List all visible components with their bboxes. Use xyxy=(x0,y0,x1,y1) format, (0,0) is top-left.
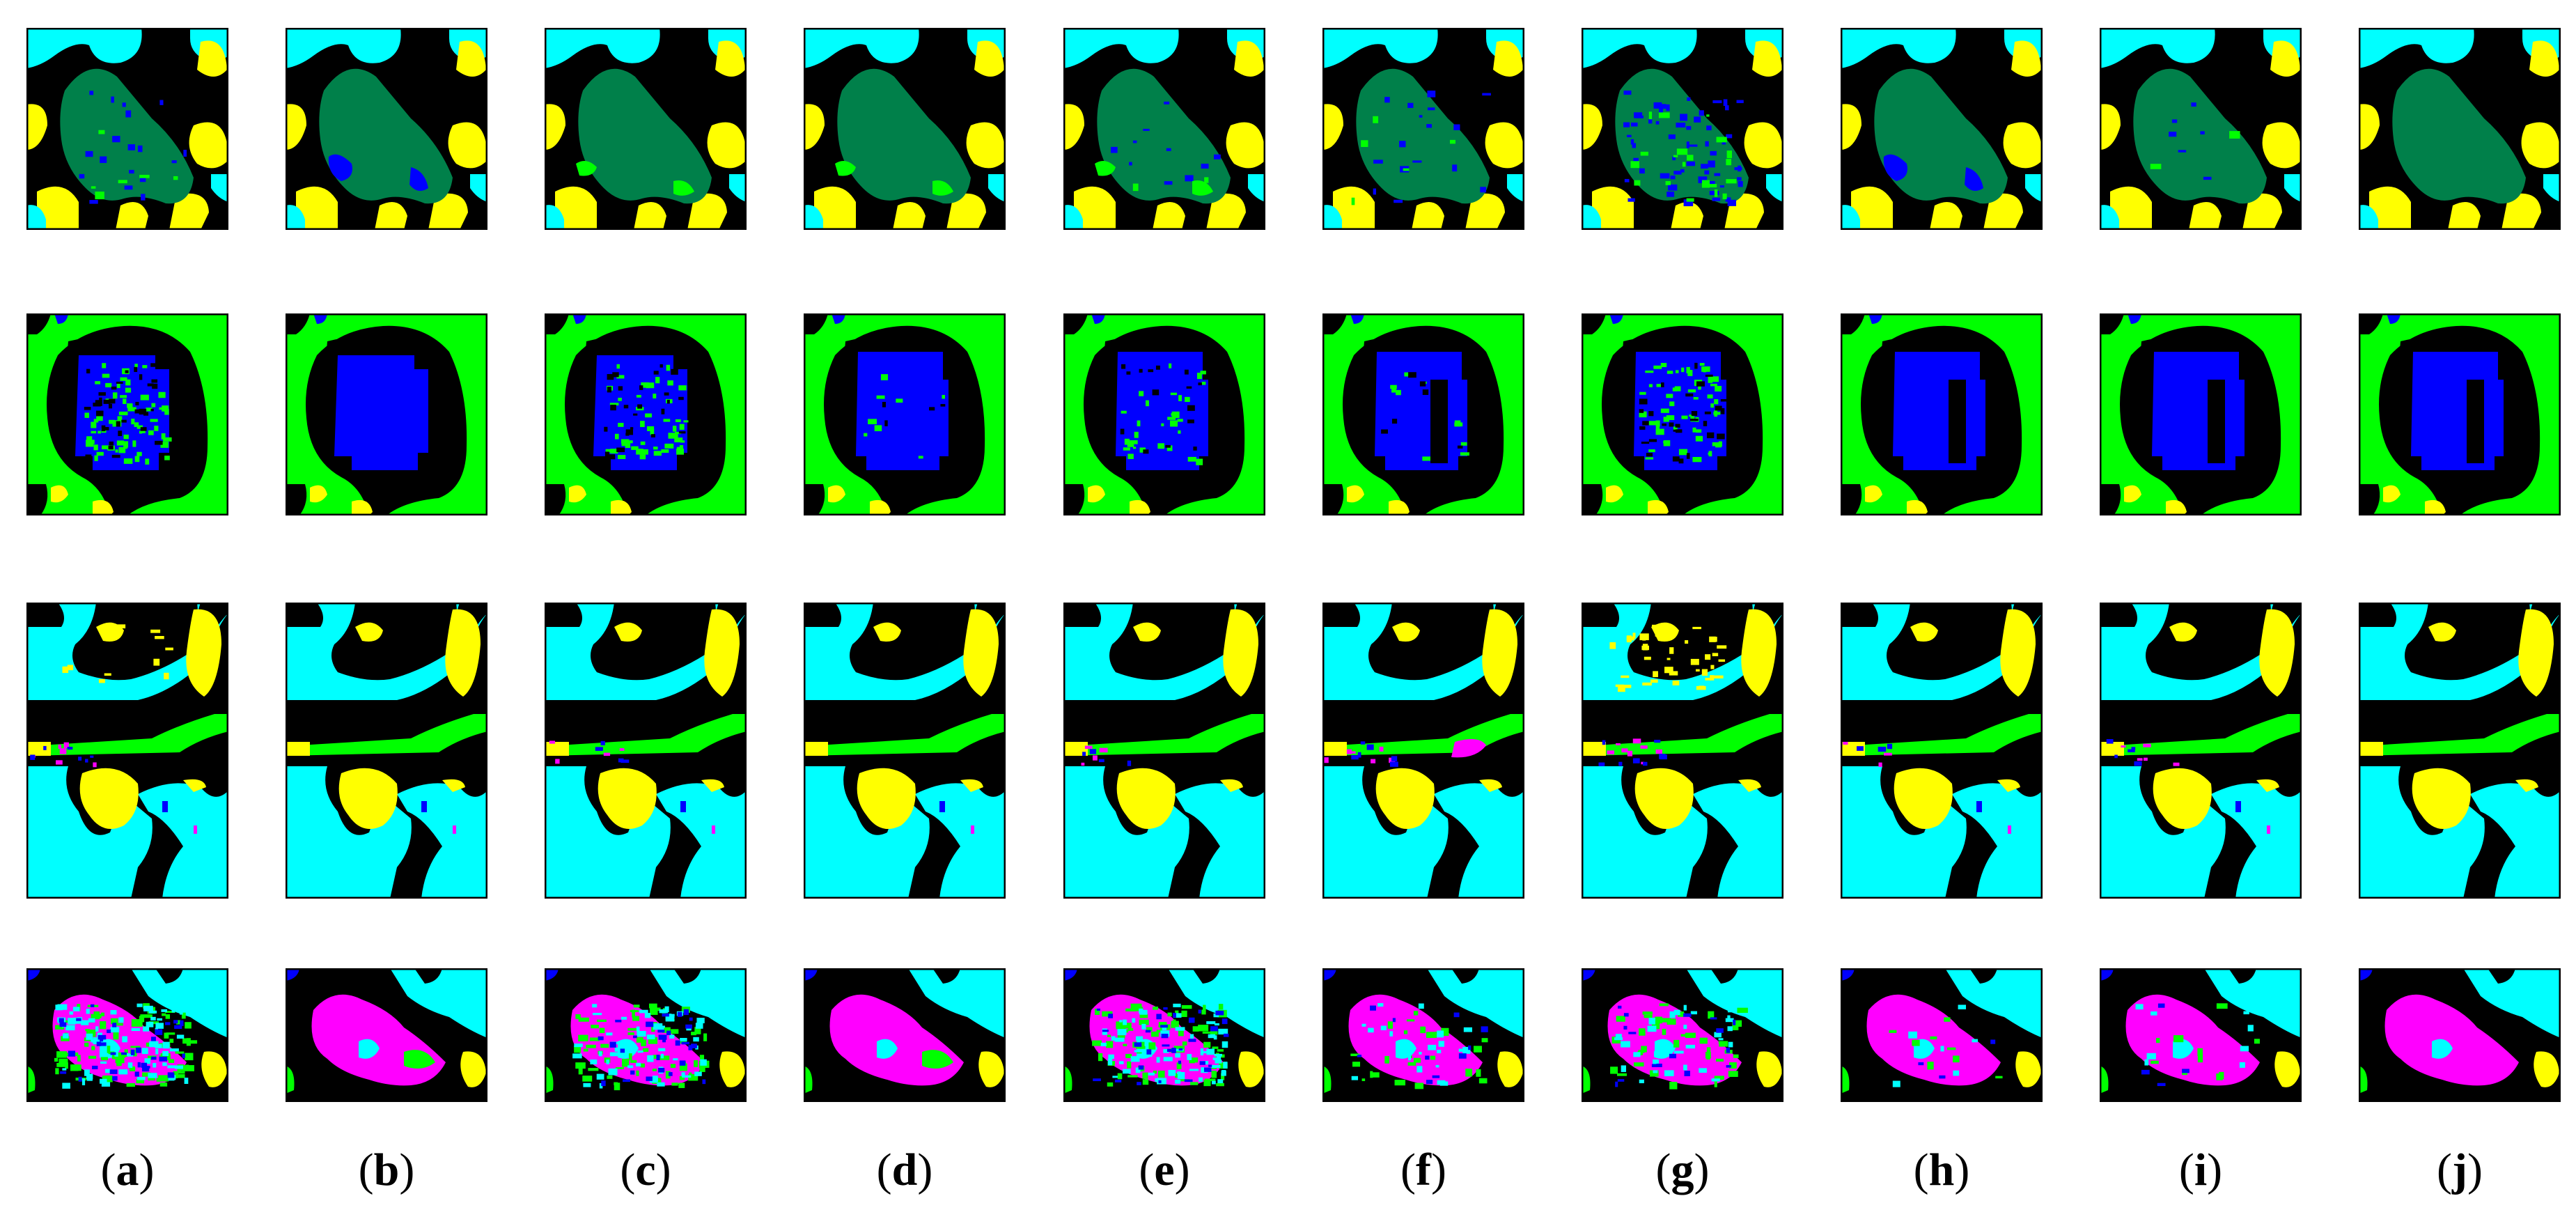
classification-map-scene-3-a xyxy=(26,603,228,899)
classification-map-scene-4-a xyxy=(26,968,228,1102)
classification-map-scene-1-f xyxy=(1322,28,1524,230)
panel-label-b: (b) xyxy=(358,1144,415,1195)
classification-map-scene-3-c xyxy=(545,603,747,899)
panel-label-i: (i) xyxy=(2178,1144,2223,1195)
classification-map-scene-4-i xyxy=(2100,968,2302,1102)
classification-map-scene-1-e xyxy=(1063,28,1265,230)
classification-map-scene-1-g xyxy=(1582,28,1783,230)
classification-map-scene-3-h xyxy=(1841,603,2043,899)
classification-map-scene-3-i xyxy=(2100,603,2302,899)
classification-map-scene-2-f xyxy=(1322,313,1524,515)
classification-map-scene-1-j xyxy=(2359,28,2561,230)
panel-label-a: (a) xyxy=(100,1144,155,1195)
classification-map-scene-1-d xyxy=(804,28,1006,230)
classification-map-scene-2-b xyxy=(286,313,487,515)
classification-map-scene-1-h xyxy=(1841,28,2043,230)
classification-map-scene-4-d xyxy=(804,968,1006,1102)
classification-map-scene-4-f xyxy=(1322,968,1524,1102)
classification-map-scene-3-f xyxy=(1322,603,1524,899)
classification-map-scene-4-c xyxy=(545,968,747,1102)
classification-map-scene-3-d xyxy=(804,603,1006,899)
panel-label-e: (e) xyxy=(1139,1144,1190,1195)
panel-label-g: (g) xyxy=(1655,1144,1710,1195)
classification-map-scene-3-g xyxy=(1582,603,1783,899)
classification-map-scene-4-j xyxy=(2359,968,2561,1102)
classification-map-scene-2-e xyxy=(1063,313,1265,515)
panel-label-j: (j) xyxy=(2437,1144,2483,1195)
panel-label-f: (f) xyxy=(1400,1144,1446,1195)
classification-map-scene-1-i xyxy=(2100,28,2302,230)
classification-map-scene-4-e xyxy=(1063,968,1265,1102)
panel-label-d: (d) xyxy=(876,1144,933,1195)
classification-map-scene-2-d xyxy=(804,313,1006,515)
classification-map-scene-2-a xyxy=(26,313,228,515)
classification-map-scene-2-g xyxy=(1582,313,1783,515)
classification-map-scene-2-h xyxy=(1841,313,2043,515)
classification-map-scene-2-j xyxy=(2359,313,2561,515)
classification-map-scene-2-c xyxy=(545,313,747,515)
classification-map-scene-1-a xyxy=(26,28,228,230)
classification-map-scene-4-h xyxy=(1841,968,2043,1102)
classification-map-scene-3-j xyxy=(2359,603,2561,899)
classification-map-scene-1-b xyxy=(286,28,487,230)
classification-map-scene-3-e xyxy=(1063,603,1265,899)
classification-map-scene-4-b xyxy=(286,968,487,1102)
classification-map-scene-4-g xyxy=(1582,968,1783,1102)
classification-map-scene-2-i xyxy=(2100,313,2302,515)
classification-map-scene-1-c xyxy=(545,28,747,230)
classification-map-scene-3-b xyxy=(286,603,487,899)
panel-label-c: (c) xyxy=(620,1144,671,1195)
panel-label-h: (h) xyxy=(1913,1144,1970,1195)
